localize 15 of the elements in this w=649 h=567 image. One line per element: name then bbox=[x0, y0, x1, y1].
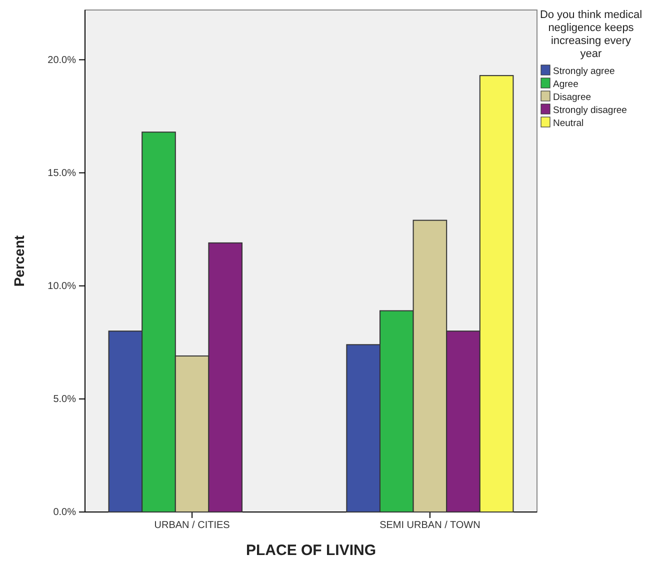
legend-label: Strongly agree bbox=[553, 66, 615, 77]
y-axis-title: Percent bbox=[11, 234, 27, 287]
y-tick-label: 15.0% bbox=[48, 168, 76, 180]
x-tick-label: SEMI URBAN / TOWN bbox=[380, 520, 480, 532]
legend-label: Disagree bbox=[553, 92, 592, 103]
legend-label: Neutral bbox=[553, 118, 584, 129]
y-tick-label: 5.0% bbox=[53, 394, 76, 406]
legend-label: Strongly disagree bbox=[553, 105, 627, 116]
y-tick-label: 0.0% bbox=[53, 507, 76, 518]
x-axis-title: PLACE OF LIVING bbox=[246, 542, 376, 559]
y-tick-label: 20.0% bbox=[48, 54, 76, 66]
y-tick-label: 10.0% bbox=[48, 281, 76, 292]
legend-title: Do you think medical negligence keeps increasing every year bbox=[540, 9, 642, 60]
legend-label: Agree bbox=[553, 79, 578, 90]
x-tick-label: URBAN / CITIES bbox=[154, 520, 230, 532]
